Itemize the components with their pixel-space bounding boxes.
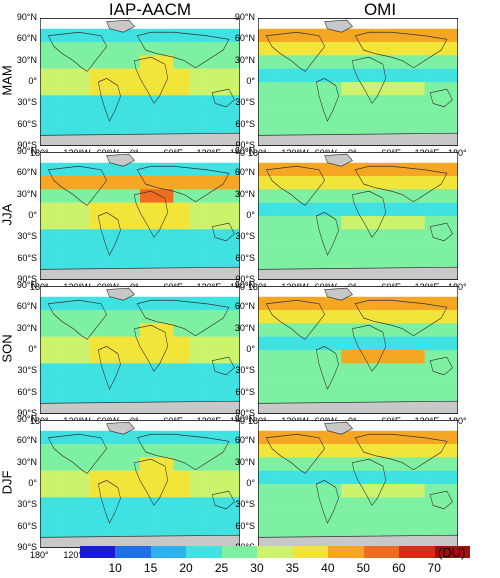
colorbar-tick: 25 [214, 561, 229, 575]
latitude-tick: 60°S [17, 520, 37, 531]
latitude-tick: 0° [28, 344, 37, 354]
colorbar-tick: 70 [427, 561, 441, 575]
latitude-tick: 30°N [234, 54, 255, 65]
latitude-tick: 60°N [234, 435, 255, 446]
longitude-tick: 180° [30, 282, 49, 292]
latitude-tick: 60°S [17, 118, 37, 129]
latitude-tick: 60°S [17, 386, 37, 397]
latitude-tick: 30°N [16, 322, 37, 333]
latitude-tick: 30°S [17, 499, 37, 510]
latitude-tick: 90°N [16, 12, 37, 22]
colorbar-tick: 30 [250, 561, 264, 575]
colorbar-tick: 50 [356, 561, 370, 575]
longitude-tick: 180° [30, 148, 49, 158]
longitude-tick: 180° [248, 148, 267, 158]
colorbar-unit: (DU) [438, 545, 466, 560]
latitude-tick: 90°S [17, 542, 37, 552]
latitude-tick: 0° [246, 478, 255, 488]
map-panel [258, 286, 458, 414]
longitude-tick: 180° [30, 550, 49, 560]
colorbar-tick: 60 [392, 561, 406, 575]
latitude-tick: 60°S [235, 118, 255, 129]
latitude-tick: 90°N [234, 414, 255, 424]
latitude-tick: 60°N [16, 167, 37, 178]
latitude-tick: 0° [28, 76, 37, 86]
latitude-tick: 60°N [16, 435, 37, 446]
colorbar-swatch [434, 546, 470, 558]
column-title-iap-aacm: IAP-AACM [108, 0, 192, 19]
map-panel [40, 420, 240, 548]
latitude-tick: 0° [246, 76, 255, 86]
latitude-tick: 90°S [235, 274, 255, 284]
longitude-tick: 180° [248, 416, 267, 426]
colorbar-tick: 20 [179, 561, 193, 575]
latitude-tick: 30°N [16, 188, 37, 199]
colorbar-swatch [221, 546, 258, 558]
latitude-tick: 30°N [16, 456, 37, 467]
latitude-tick: 60°S [235, 252, 255, 263]
colorbar-swatch [80, 546, 116, 558]
colorbar-swatch [292, 546, 329, 558]
colorbar-tick: 35 [285, 561, 300, 575]
latitude-tick: 90°S [17, 140, 37, 150]
colorbar-swatch [363, 546, 400, 558]
colorbar-swatch [186, 546, 222, 558]
latitude-tick: 60°N [234, 167, 255, 178]
latitude-tick: 30°S [235, 365, 255, 376]
colorbar-tick: 40 [321, 561, 335, 575]
colorbar-tick: 10 [108, 561, 122, 575]
colorbar-swatch [115, 546, 151, 558]
colorbar-swatch [150, 546, 187, 558]
latitude-tick: 30°N [234, 188, 255, 199]
longitude-tick: 180° [30, 416, 49, 426]
latitude-tick: 30°N [234, 322, 255, 333]
latitude-tick: 60°S [17, 252, 37, 263]
latitude-tick: 90°N [16, 414, 37, 424]
latitude-tick: 30°N [16, 54, 37, 65]
colorbar-swatch [399, 546, 435, 558]
longitude-tick: 120°W [63, 550, 91, 560]
latitude-tick: 60°S [235, 386, 255, 397]
latitude-tick: 30°S [17, 97, 37, 108]
map-panel [258, 18, 458, 146]
latitude-tick: 0° [246, 210, 255, 220]
colorbar-swatch [328, 546, 364, 558]
latitude-tick: 0° [28, 478, 37, 488]
latitude-tick: 30°S [235, 499, 255, 510]
latitude-tick: 0° [246, 344, 255, 354]
colorbar-tick: 15 [143, 561, 158, 575]
latitude-tick: 0° [28, 210, 37, 220]
latitude-tick: 30°S [17, 365, 37, 376]
latitude-tick: 60°N [234, 301, 255, 312]
latitude-tick: 90°N [234, 146, 255, 156]
latitude-tick: 60°N [16, 33, 37, 44]
latitude-tick: 60°N [234, 33, 255, 44]
latitude-tick: 30°S [17, 231, 37, 242]
map-panel [40, 152, 240, 280]
latitude-tick: 90°N [234, 280, 255, 290]
colorbar [80, 546, 470, 558]
latitude-tick: 90°S [17, 408, 37, 418]
map-panel [40, 18, 240, 146]
longitude-tick: 180° [248, 282, 267, 292]
latitude-tick: 90°S [235, 408, 255, 418]
latitude-tick: 90°S [17, 274, 37, 284]
map-panel [258, 420, 458, 548]
latitude-tick: 90°N [16, 146, 37, 156]
colorbar-swatch [257, 546, 293, 558]
latitude-tick: 90°N [16, 280, 37, 290]
latitude-tick: 90°S [235, 140, 255, 150]
column-title-omi: OMI [363, 0, 397, 19]
latitude-tick: 60°S [235, 520, 255, 531]
latitude-tick: 60°N [16, 301, 37, 312]
latitude-tick: 90°N [234, 12, 255, 22]
latitude-tick: 30°S [235, 231, 255, 242]
latitude-tick: 30°S [235, 97, 255, 108]
latitude-tick: 30°N [234, 456, 255, 467]
map-panel [40, 286, 240, 414]
map-panel [258, 152, 458, 280]
